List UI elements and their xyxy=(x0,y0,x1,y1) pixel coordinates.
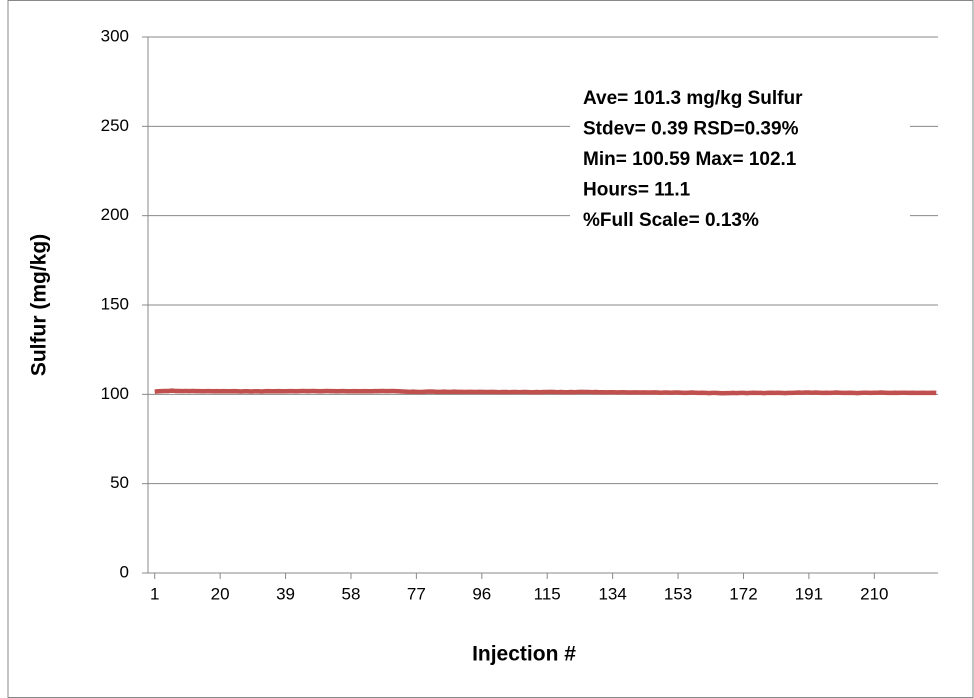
x-tick-label: 210 xyxy=(860,584,888,603)
y-tick-label: 50 xyxy=(110,473,129,492)
annotation: Min= 100.59 Max= 102.1 xyxy=(583,149,797,170)
y-tick-label: 200 xyxy=(101,205,129,224)
annotation: Hours= 11.1 xyxy=(583,180,691,201)
x-tick-label: 96 xyxy=(472,584,491,603)
x-tick-label: 134 xyxy=(598,584,626,603)
annotation: %Full Scale= 0.13% xyxy=(583,210,759,231)
annotation: Stdev= 0.39 RSD=0.39% xyxy=(583,119,799,140)
x-tick-label: 153 xyxy=(664,584,692,603)
y-tick-label: 300 xyxy=(101,26,129,45)
y-tick-label: 0 xyxy=(120,562,129,581)
x-tick-label: 1 xyxy=(150,584,159,603)
y-axis-title: Sulfur (mg/kg) xyxy=(28,234,51,376)
data-line xyxy=(154,388,937,396)
x-tick-label: 172 xyxy=(729,584,757,603)
annotation: Ave= 101.3 mg/kg Sulfur xyxy=(583,88,803,109)
y-tick-label: 250 xyxy=(101,116,129,135)
x-tick-label: 20 xyxy=(211,584,230,603)
y-tick-label: 100 xyxy=(101,384,129,403)
x-tick-label: 77 xyxy=(407,584,426,603)
x-tick-label: 39 xyxy=(276,584,295,603)
x-tick-label: 115 xyxy=(534,584,561,603)
annotation-box xyxy=(570,72,910,272)
x-tick-label: 58 xyxy=(342,584,361,603)
x-tick-label: 191 xyxy=(795,584,823,603)
y-tick-label: 150 xyxy=(101,294,129,313)
x-axis-title: Injection # xyxy=(472,643,576,666)
